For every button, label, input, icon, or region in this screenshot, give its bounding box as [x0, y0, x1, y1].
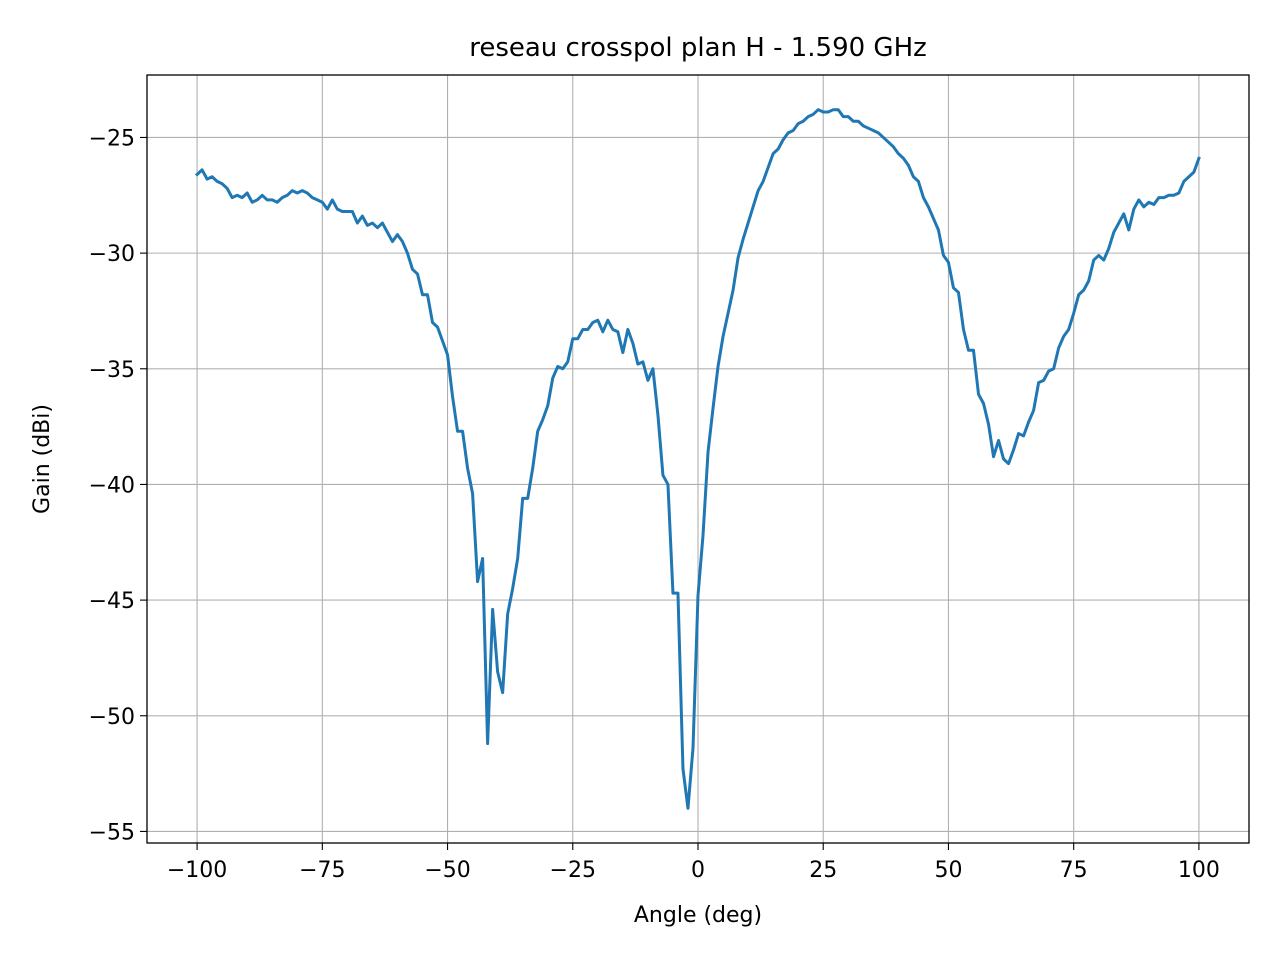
x-tick-label: −25: [550, 858, 596, 883]
x-tick-label: 25: [809, 858, 837, 883]
x-tick-label: −100: [167, 858, 227, 883]
y-axis-label: Gain (dBi): [30, 404, 55, 514]
x-tick-label: 75: [1060, 858, 1088, 883]
x-axis-label: Angle (deg): [634, 903, 762, 928]
y-tick-label: −55: [89, 820, 135, 845]
x-tick-label: −75: [299, 858, 345, 883]
x-axis: −100 −75 −50 −25 0 25 50 75 100: [167, 843, 1220, 883]
x-tick-label: −50: [424, 858, 470, 883]
y-tick-label: −30: [89, 242, 135, 267]
y-tick-label: −40: [89, 473, 135, 498]
x-tick-label: 0: [691, 858, 705, 883]
y-tick-label: −25: [89, 126, 135, 151]
x-tick-label: 100: [1178, 858, 1220, 883]
chart-title: reseau crosspol plan H - 1.590 GHz: [469, 33, 927, 63]
x-tick-label: 50: [934, 858, 962, 883]
y-tick-label: −45: [89, 589, 135, 614]
y-tick-label: −50: [89, 705, 135, 730]
series-layer: [194, 108, 1201, 810]
y-axis: −25 −30 −35 −40 −45 −50 −55: [89, 126, 147, 845]
series-line: [194, 108, 1201, 810]
y-tick-label: −35: [89, 358, 135, 383]
